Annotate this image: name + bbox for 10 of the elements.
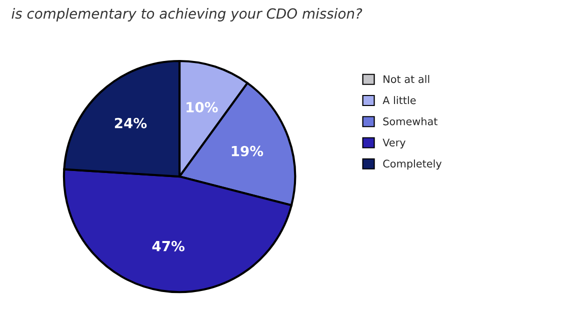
legend-label: Not at all [384, 75, 430, 84]
data-label: 10% [186, 102, 218, 112]
legend-label: Somewhat [383, 117, 438, 126]
legend-label: A little [382, 96, 416, 104]
chart-title: is complementary to achieving your CDO mission? [12, 8, 362, 22]
legend-label: Very [382, 138, 406, 148]
data-label: 24% [114, 118, 147, 128]
legend-label: Completely [383, 160, 442, 170]
data-label: 47% [152, 240, 184, 252]
data-label: 19% [232, 146, 264, 156]
